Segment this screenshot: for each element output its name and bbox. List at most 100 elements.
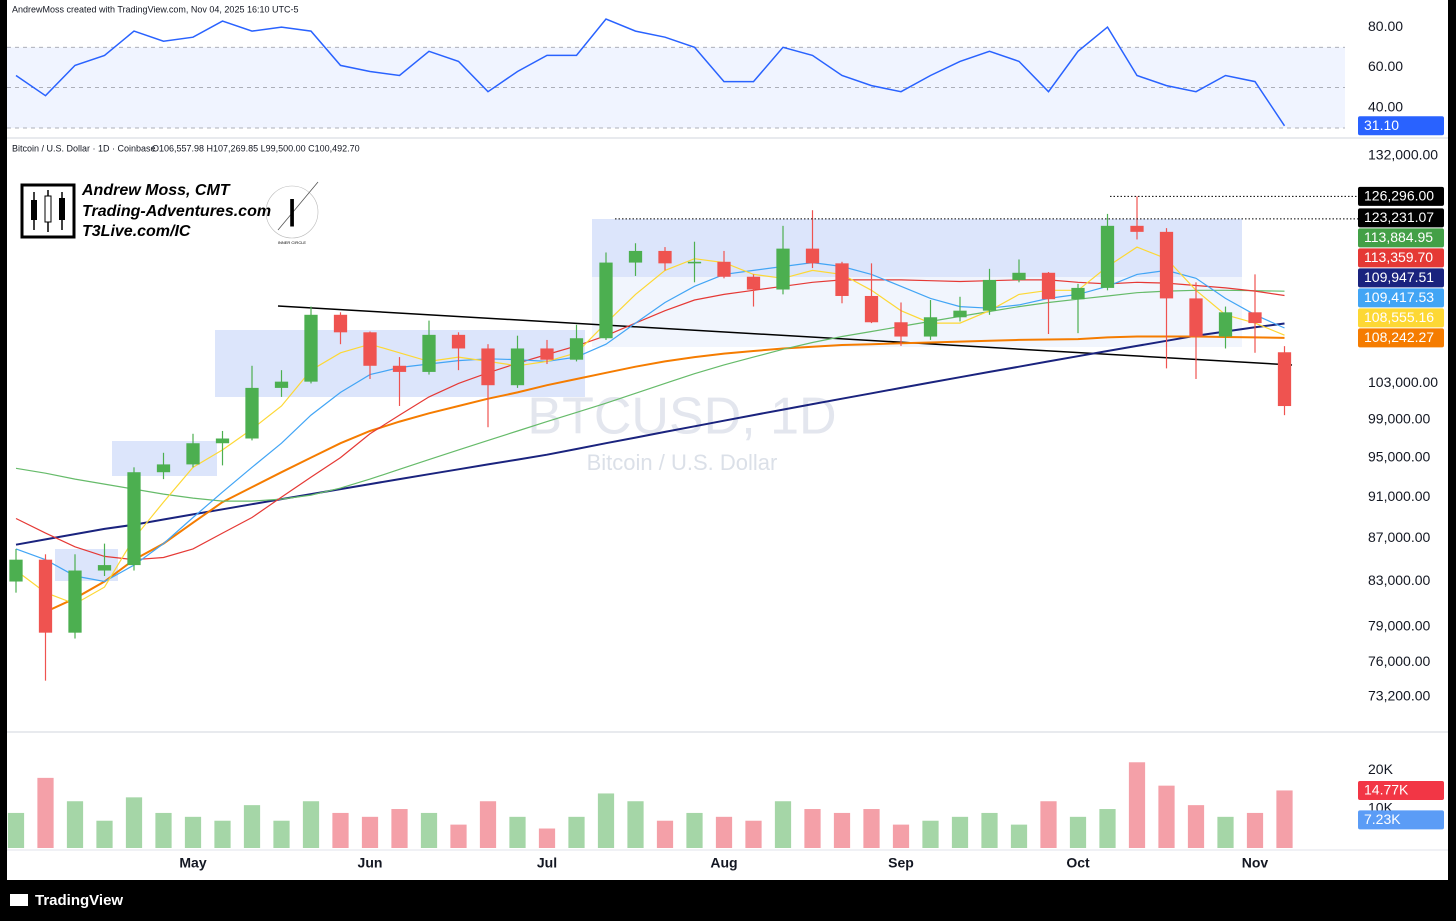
volume-bar bbox=[37, 777, 54, 848]
y-tick-label: 60.00 bbox=[1368, 58, 1403, 74]
price-tag-label: 113,884.95 bbox=[1364, 229, 1433, 245]
price-tag-label: 109,947.51 bbox=[1364, 269, 1434, 285]
price-tag-label: 123,231.07 bbox=[1364, 209, 1434, 225]
x-tick-label: Nov bbox=[1242, 855, 1269, 871]
y-tick-label: 79,000.00 bbox=[1368, 618, 1430, 634]
x-tick-label: Sep bbox=[888, 855, 914, 871]
volume-bar bbox=[273, 820, 290, 848]
volume-bar bbox=[1069, 816, 1087, 848]
volume-bar bbox=[391, 809, 408, 848]
candle-body bbox=[746, 276, 761, 290]
x-tick-label: Jul bbox=[537, 855, 557, 871]
candle-body bbox=[894, 322, 908, 337]
volume-bar bbox=[627, 801, 644, 848]
volume-bar bbox=[833, 812, 851, 848]
price-tag-label: 113,359.70 bbox=[1364, 249, 1433, 265]
moving-average bbox=[45, 335, 1285, 613]
candle-body bbox=[1130, 225, 1144, 232]
volume-bar bbox=[1187, 805, 1205, 848]
candle-body bbox=[422, 334, 436, 372]
symbol: Bitcoin / U.S. Dollar · 1D · Coinbase bbox=[12, 143, 156, 153]
candle-body bbox=[156, 464, 171, 473]
volume-bar bbox=[361, 816, 379, 848]
candle-body bbox=[215, 438, 230, 444]
price-tag bbox=[1358, 248, 1444, 268]
price-tag bbox=[1358, 268, 1444, 288]
volume-bar bbox=[922, 820, 939, 848]
badge-text: INNER CIRCLE bbox=[278, 240, 307, 245]
candle-body bbox=[1071, 287, 1085, 300]
candle-body bbox=[1218, 312, 1233, 337]
candle-body bbox=[1189, 298, 1203, 337]
price-tag bbox=[1358, 288, 1444, 308]
volume-bar bbox=[1276, 790, 1293, 848]
volume-bar bbox=[214, 820, 231, 848]
band-fill bbox=[592, 277, 1242, 347]
price-tag bbox=[1358, 328, 1444, 348]
candle-body bbox=[864, 295, 879, 323]
link: T3Live.com/IC bbox=[82, 223, 191, 240]
candle-body bbox=[982, 279, 997, 311]
volume-bar bbox=[538, 828, 556, 848]
candle-body bbox=[569, 338, 584, 360]
candle-body bbox=[97, 565, 112, 571]
candle-body bbox=[392, 365, 407, 372]
volume-bar bbox=[774, 801, 792, 848]
candle-body bbox=[38, 559, 53, 633]
candle-body bbox=[776, 248, 790, 290]
volume-bar bbox=[184, 816, 202, 848]
branding: Andrew Moss, CMT Trading-Adventures.com … bbox=[20, 181, 319, 245]
candle-body bbox=[68, 570, 82, 633]
volume-bar bbox=[66, 801, 84, 848]
price-tag-label: 7.23K bbox=[1364, 811, 1401, 827]
candle-body bbox=[717, 261, 731, 277]
volume-bar bbox=[243, 805, 261, 848]
candle-body bbox=[835, 263, 849, 296]
volume-bar bbox=[597, 793, 615, 848]
price-tag-label: 108,555.16 bbox=[1364, 309, 1434, 325]
candle-body bbox=[805, 248, 820, 264]
candle-body bbox=[451, 334, 466, 349]
candle-body bbox=[127, 472, 141, 566]
price-tag bbox=[1358, 116, 1444, 136]
candle-body bbox=[1159, 231, 1174, 299]
footer-logo-mark bbox=[10, 894, 28, 906]
volume-bar bbox=[1158, 785, 1175, 848]
y-tick-label: 99,000.00 bbox=[1368, 410, 1430, 426]
price-tag-label: 108,242.27 bbox=[1364, 329, 1434, 345]
volume-bar bbox=[951, 816, 969, 848]
y-tick-label: 20K bbox=[1368, 761, 1394, 777]
watermark: BTCUSD, 1D Bitcoin / U.S. Dollar bbox=[527, 388, 836, 475]
volume-bar bbox=[7, 812, 25, 848]
candle-body bbox=[510, 348, 525, 386]
watermark-title: BTCUSD, 1D bbox=[527, 388, 836, 446]
credit: AndrewMoss created with TradingView.com,… bbox=[12, 4, 298, 14]
canvas bbox=[7, 0, 1448, 880]
rsi-line bbox=[15, 18, 1286, 127]
volume-bar bbox=[96, 820, 113, 848]
y-tick-label: 91,000.00 bbox=[1368, 488, 1430, 504]
badge-ring bbox=[265, 185, 319, 239]
volume-bar bbox=[1099, 809, 1116, 848]
volume-bar bbox=[1246, 812, 1264, 848]
price-tag bbox=[1358, 208, 1444, 228]
x-tick-label: Aug bbox=[710, 855, 737, 871]
trend-line bbox=[277, 305, 1293, 366]
footer: TradingView bbox=[10, 892, 123, 909]
range-box bbox=[55, 549, 118, 581]
volume-bar bbox=[863, 809, 880, 848]
volume-bar bbox=[745, 820, 762, 848]
volume-bar bbox=[804, 809, 821, 848]
candle-body bbox=[540, 348, 554, 360]
candle-body bbox=[1012, 272, 1026, 280]
volume-bar bbox=[332, 812, 349, 848]
ohlc: O106,557.98 H107,269.85 L99,500.00 C100,… bbox=[152, 143, 360, 153]
candle-body bbox=[363, 332, 377, 366]
y-tick-label: 87,000.00 bbox=[1368, 529, 1430, 545]
site: Trading-Adventures.com bbox=[82, 203, 271, 220]
x-tick-label: May bbox=[179, 855, 206, 871]
candle-body bbox=[687, 261, 702, 264]
volume-bar bbox=[125, 797, 143, 848]
candle-body bbox=[304, 314, 318, 382]
